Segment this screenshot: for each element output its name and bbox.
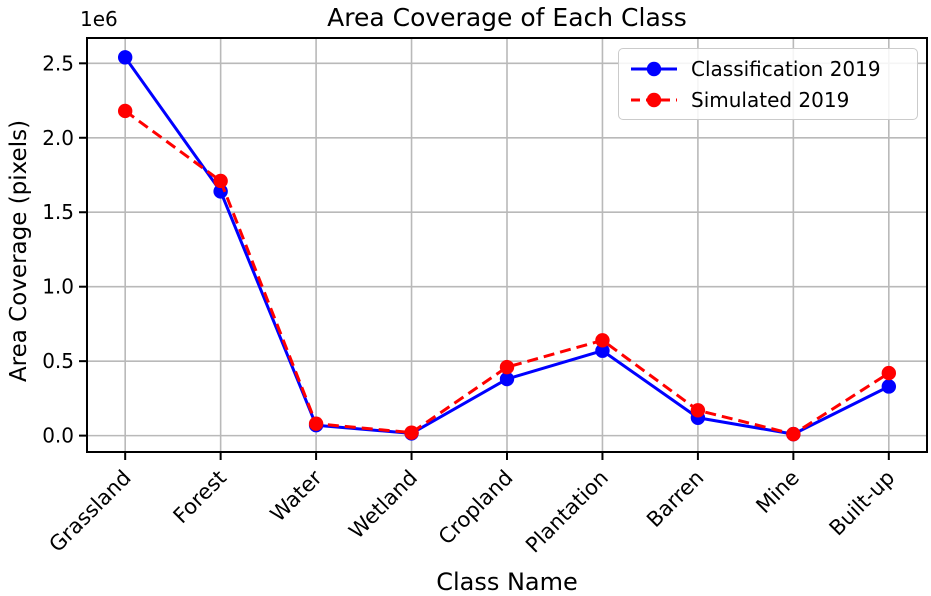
legend-label: Classification 2019 [691, 56, 881, 81]
data-point-marker [690, 403, 706, 418]
x-axis-label: Class Name [436, 568, 578, 596]
legend-label: Simulated 2019 [691, 87, 850, 112]
data-point-marker [595, 343, 610, 358]
x-tick-label: Cropland [434, 466, 518, 550]
data-point-marker [499, 359, 515, 375]
y-tick-label: 2.5 [42, 51, 74, 75]
legend-entry-1: Simulated 2019 [629, 84, 907, 115]
data-point-marker [595, 333, 610, 348]
x-tick-label: Built-up [825, 466, 900, 541]
legend-sample-marker [646, 61, 662, 76]
legend-sample-marker [646, 92, 662, 107]
legend: Classification 2019 Simulated 2019 [618, 48, 918, 120]
data-point-marker [786, 426, 801, 442]
y-tick-label: 0.5 [42, 349, 74, 373]
x-tick-label: Forest [169, 466, 232, 529]
x-tick-label: Grassland [45, 466, 136, 557]
chart-title: Area Coverage of Each Class [327, 3, 687, 32]
y-tick-label: 0.0 [42, 424, 74, 448]
data-point-marker [308, 416, 324, 431]
data-point-marker [499, 371, 515, 387]
data-point-marker [404, 425, 419, 440]
x-tick-label: Wetland [344, 466, 422, 544]
data-point-marker [881, 379, 897, 394]
series-line-1 [124, 109, 890, 436]
legend-line-sample [631, 92, 677, 107]
x-tick-label: Plantation [521, 466, 613, 558]
data-point-marker [117, 50, 133, 65]
x-tick-label: Mine [751, 466, 803, 518]
data-point-marker [881, 365, 897, 381]
x-tick-label: Water [266, 465, 327, 526]
legend-entry-0: Classification 2019 [629, 53, 907, 84]
x-tick-label: Barren [642, 466, 708, 532]
data-point-marker [117, 103, 133, 119]
y-axis-offset-label: 1e6 [80, 7, 118, 31]
plot-border [86, 37, 928, 453]
legend-line-sample [631, 61, 677, 76]
y-tick-label: 2.0 [42, 126, 74, 150]
data-point-marker [213, 173, 228, 189]
y-tick-label: 1.5 [42, 200, 74, 224]
y-tick-label: 1.0 [42, 275, 74, 299]
